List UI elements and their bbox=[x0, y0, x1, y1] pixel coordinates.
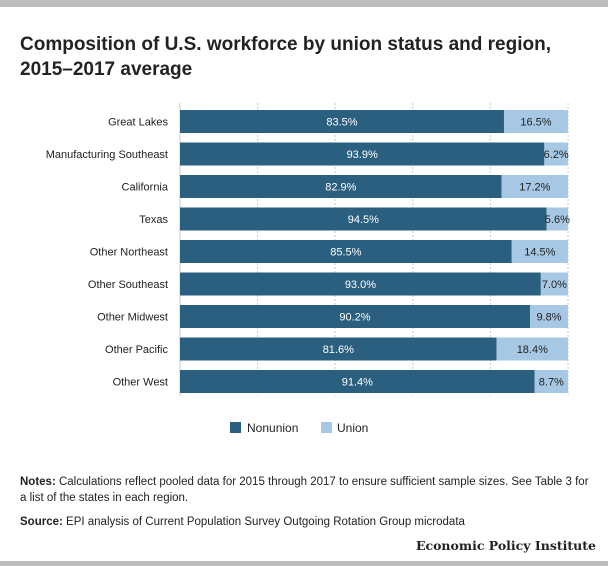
value-label-union: 5.6% bbox=[545, 214, 570, 226]
top-border bbox=[0, 0, 608, 7]
bar-union bbox=[540, 272, 568, 296]
value-label-union: 7.0% bbox=[542, 279, 567, 291]
value-label-nonunion: 90.2% bbox=[339, 312, 370, 324]
value-label-nonunion: 82.9% bbox=[325, 182, 356, 194]
legend-label-nonunion: Nonunion bbox=[247, 421, 298, 435]
bar-nonunion bbox=[180, 272, 541, 296]
bar-nonunion bbox=[180, 337, 497, 361]
category-label: Manufacturing Southeast bbox=[46, 149, 168, 161]
legend-label-union: Union bbox=[337, 421, 368, 435]
legend-swatch-union bbox=[321, 422, 332, 433]
source: Source: EPI analysis of Current Populati… bbox=[20, 514, 590, 530]
value-label-nonunion: 81.6% bbox=[323, 344, 354, 356]
category-label: California bbox=[122, 182, 169, 194]
bar-nonunion bbox=[180, 207, 547, 231]
value-label-union: 18.4% bbox=[517, 344, 548, 356]
brand-logo: Economic Policy Institute bbox=[415, 538, 596, 553]
bar-union bbox=[503, 110, 568, 133]
value-label-nonunion: 93.0% bbox=[345, 279, 376, 291]
bar-union bbox=[511, 240, 568, 263]
bar-union bbox=[544, 142, 568, 166]
bottom-border bbox=[0, 561, 608, 566]
source-label: Source: bbox=[20, 516, 63, 528]
category-label: Other Northeast bbox=[90, 247, 168, 259]
value-label-nonunion: 83.5% bbox=[326, 117, 357, 129]
chart-title: Composition of U.S. workforce by union s… bbox=[20, 34, 551, 80]
value-label-nonunion: 94.5% bbox=[348, 214, 379, 226]
bar-nonunion bbox=[180, 142, 545, 166]
value-label-nonunion: 91.4% bbox=[342, 377, 373, 389]
bar-chart: Great Lakes 83.5% 16.5% Manufacturing South… bbox=[46, 103, 570, 435]
bar-union bbox=[501, 175, 568, 198]
notes-text: Calculations reflect pooled data for 201… bbox=[20, 476, 589, 504]
notes: Notes: Calculations reflect pooled data … bbox=[20, 474, 590, 506]
category-label: Great Lakes bbox=[108, 117, 168, 129]
value-label-union: 14.5% bbox=[524, 247, 555, 259]
notes-label: Notes: bbox=[20, 476, 56, 488]
bar-nonunion bbox=[180, 110, 504, 133]
legend-swatch-nonunion bbox=[230, 422, 241, 433]
value-label-union: 6.2% bbox=[544, 149, 569, 161]
bar-nonunion bbox=[180, 370, 535, 393]
category-label: Texas bbox=[139, 214, 168, 226]
category-label: Other Southeast bbox=[88, 279, 168, 291]
category-label: Other Pacific bbox=[105, 344, 168, 356]
value-label-union: 8.7% bbox=[539, 377, 564, 389]
category-label: Other Midwest bbox=[97, 312, 168, 324]
source-text: EPI analysis of Current Population Surve… bbox=[66, 516, 465, 528]
bar-union bbox=[534, 370, 568, 393]
value-label-union: 17.2% bbox=[519, 182, 550, 194]
value-label-union: 9.8% bbox=[536, 312, 561, 324]
value-label-nonunion: 85.5% bbox=[330, 247, 361, 259]
bar-nonunion bbox=[180, 240, 512, 263]
bar-union bbox=[529, 305, 568, 328]
value-label-nonunion: 93.9% bbox=[347, 149, 378, 161]
bar-union bbox=[496, 337, 568, 361]
bar-union bbox=[546, 207, 568, 231]
bar-nonunion bbox=[180, 175, 502, 198]
bar-nonunion bbox=[180, 305, 530, 328]
value-label-union: 16.5% bbox=[520, 117, 551, 129]
category-label: Other West bbox=[113, 377, 168, 389]
